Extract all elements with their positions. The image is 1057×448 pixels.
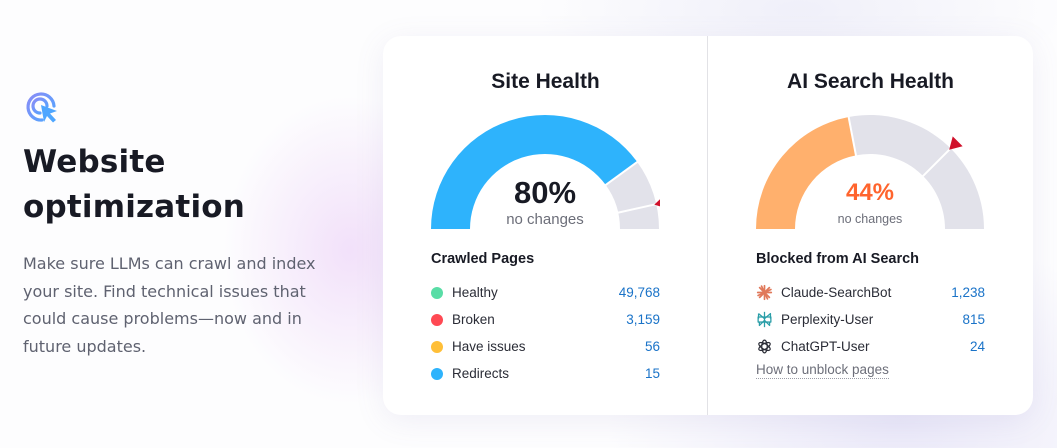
- perplexity-icon: [757, 311, 772, 328]
- how-to-unblock-link[interactable]: How to unblock pages: [756, 362, 889, 379]
- redirects-dot-icon: [431, 367, 443, 380]
- ai-search-health-title: AI Search Health: [787, 70, 954, 93]
- site-health-gauge: 80% no changes: [430, 113, 660, 231]
- perplexity-count[interactable]: 815: [962, 312, 985, 327]
- crawled-row-redirects[interactable]: Redirects 15: [431, 360, 660, 387]
- ai-search-gauge-chart: [756, 115, 984, 229]
- blocked-bots-list: Claude-SearchBot 1,238 Perplexity-User 8…: [756, 279, 985, 379]
- blocked-row-perplexity[interactable]: Perplexity-User 815: [756, 306, 985, 333]
- crawled-pages-title: Crawled Pages: [431, 251, 535, 267]
- blocked-row-claude[interactable]: Claude-SearchBot 1,238: [756, 279, 985, 306]
- redirects-count[interactable]: 15: [644, 366, 660, 381]
- site-health-change: no changes: [506, 211, 584, 228]
- crawled-row-healthy[interactable]: Healthy 49,768: [431, 279, 660, 306]
- ai-search-health-gauge: 44% no changes: [755, 113, 985, 231]
- broken-count[interactable]: 3,159: [626, 312, 660, 327]
- crawled-pages-list: Healthy 49,768 Broken 3,159 Have issues …: [431, 279, 660, 387]
- chatgpt-count[interactable]: 24: [969, 339, 985, 354]
- hero-section: Website optimization Make sure LLMs can …: [23, 92, 353, 360]
- panel-divider: [707, 36, 708, 415]
- title-line-2: optimization: [23, 189, 246, 225]
- healthy-dot-icon: [431, 286, 443, 299]
- crawled-row-have-issues[interactable]: Have issues 56: [431, 333, 660, 360]
- issues-count[interactable]: 56: [644, 339, 660, 354]
- issues-dot-icon: [431, 340, 443, 353]
- blocked-row-chatgpt[interactable]: ChatGPT-User 24: [756, 333, 985, 360]
- site-health-percent: 80%: [513, 175, 577, 210]
- openai-icon: [758, 339, 771, 354]
- ai-search-change: no changes: [837, 212, 903, 226]
- title-line-1: Website: [23, 144, 166, 180]
- site-health-panel: Site Health 80% no changes Crawled Pages…: [383, 36, 708, 415]
- site-health-title: Site Health: [491, 70, 600, 93]
- claude-count[interactable]: 1,238: [951, 285, 985, 300]
- claude-asterisk-icon: [756, 284, 773, 301]
- crawled-row-broken[interactable]: Broken 3,159: [431, 306, 660, 333]
- page-title: Website optimization: [23, 140, 353, 230]
- site-health-gauge-chart: [431, 114, 660, 229]
- cursor-click-icon: [26, 92, 57, 123]
- broken-dot-icon: [431, 313, 443, 326]
- ai-search-percent: 44%: [845, 179, 895, 206]
- hero-description: Make sure LLMs can crawl and index your …: [23, 254, 316, 356]
- healthy-count[interactable]: 49,768: [618, 285, 660, 300]
- blocked-title: Blocked from AI Search: [756, 251, 920, 267]
- health-card: Site Health 80% no changes Crawled Pages…: [383, 36, 1033, 415]
- ai-search-health-panel: AI Search Health 44% no changes Blocked …: [708, 36, 1033, 415]
